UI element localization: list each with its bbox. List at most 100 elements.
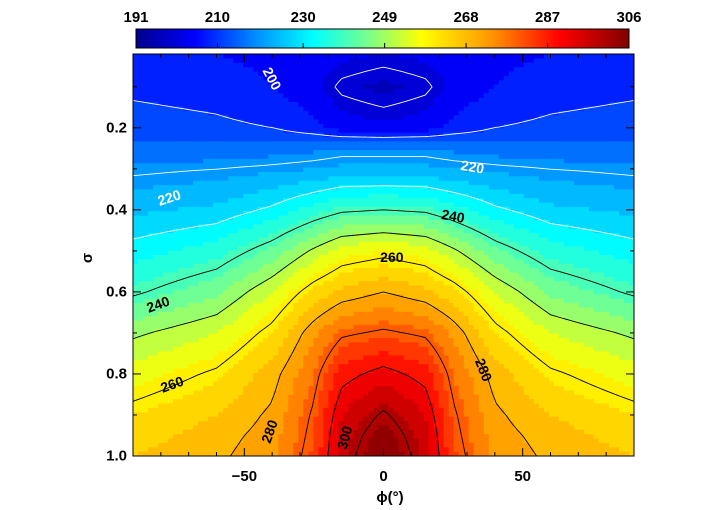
heatmap-cell <box>203 211 209 217</box>
heatmap-cell <box>573 255 580 260</box>
heatmap-cell <box>448 62 455 68</box>
heatmap-cell <box>288 246 294 252</box>
heatmap-cell <box>618 128 625 134</box>
heatmap-cell <box>593 132 600 138</box>
heatmap-cell <box>618 220 625 226</box>
heatmap-cell <box>328 71 334 77</box>
heatmap-cell <box>203 237 209 243</box>
heatmap-cell <box>448 141 455 147</box>
heatmap-cell <box>133 93 139 99</box>
heatmap-cell <box>228 67 234 73</box>
heatmap-cell <box>623 80 630 86</box>
heatmap-cell <box>323 263 329 269</box>
heatmap-cell <box>258 233 264 239</box>
heatmap-cell <box>533 110 540 116</box>
heatmap-cell <box>378 128 385 134</box>
heatmap-cell <box>493 268 500 274</box>
heatmap-cell <box>163 119 169 125</box>
heatmap-cell <box>573 233 580 239</box>
heatmap-cell <box>238 233 244 239</box>
heatmap-cell <box>368 202 375 208</box>
heatmap-cell <box>458 241 465 247</box>
heatmap-cell <box>538 106 545 112</box>
heatmap-cell <box>373 241 380 247</box>
heatmap-cell <box>438 189 445 195</box>
heatmap-cell <box>283 102 289 108</box>
heatmap-cell <box>233 123 239 129</box>
heatmap-cell <box>418 75 425 81</box>
heatmap-cell <box>283 241 289 247</box>
heatmap-cell <box>613 211 620 217</box>
heatmap-cell <box>428 220 435 226</box>
heatmap-cell <box>163 193 169 199</box>
heatmap-cell <box>458 233 465 239</box>
heatmap-cell <box>498 62 505 68</box>
heatmap-cell <box>488 263 495 269</box>
heatmap-cell <box>453 154 460 160</box>
heatmap-cell <box>328 102 334 108</box>
heatmap-cell <box>353 193 360 199</box>
heatmap-cell <box>313 215 319 221</box>
heatmap-cell <box>303 150 309 156</box>
heatmap-cell <box>383 137 390 142</box>
heatmap-cell <box>208 71 214 77</box>
heatmap-cell <box>513 206 520 212</box>
heatmap-cell <box>278 80 284 86</box>
heatmap-cell <box>393 54 400 59</box>
heatmap-cell <box>498 233 505 239</box>
heatmap-cell <box>628 106 634 112</box>
heatmap-cell <box>468 97 475 103</box>
heatmap-cell <box>458 193 465 199</box>
heatmap-cell <box>523 206 530 212</box>
heatmap-cell <box>443 176 450 182</box>
heatmap-cell <box>588 84 595 90</box>
heatmap-cell <box>498 80 505 86</box>
heatmap-cell <box>138 268 144 274</box>
heatmap-cell <box>503 228 510 234</box>
heatmap-cell <box>178 220 184 226</box>
heatmap-cell <box>518 189 525 195</box>
heatmap-cell <box>258 185 264 191</box>
heatmap-cell <box>463 137 470 142</box>
heatmap-cell <box>523 58 530 64</box>
heatmap-cell <box>233 128 239 134</box>
heatmap-cell <box>593 193 600 199</box>
heatmap-cell <box>238 154 244 160</box>
heatmap-cell <box>563 263 570 269</box>
heatmap-cell <box>493 163 500 169</box>
heatmap-cell <box>498 119 505 125</box>
heatmap-cell <box>458 211 465 217</box>
heatmap-cell <box>433 106 440 112</box>
heatmap-cell <box>593 71 600 77</box>
heatmap-cell <box>538 158 545 164</box>
heatmap-cell <box>268 185 274 191</box>
heatmap-cell <box>178 255 184 260</box>
heatmap-cell <box>328 224 334 230</box>
heatmap-cell <box>398 84 405 90</box>
heatmap-cell <box>448 150 455 156</box>
heatmap-cell <box>533 150 540 156</box>
heatmap-cell <box>528 102 535 108</box>
heatmap-cell <box>438 54 445 59</box>
heatmap-cell <box>453 93 460 99</box>
heatmap-cell <box>628 132 634 138</box>
heatmap-cell <box>493 233 500 239</box>
heatmap-cell <box>623 102 630 108</box>
heatmap-cell <box>423 211 430 217</box>
heatmap-cell <box>328 123 334 129</box>
heatmap-cell <box>293 224 299 230</box>
heatmap-cell <box>243 102 249 108</box>
heatmap-cell <box>353 263 360 269</box>
heatmap-cell <box>483 115 490 121</box>
heatmap-cell <box>333 84 340 90</box>
heatmap-cell <box>368 237 375 243</box>
heatmap-cell <box>303 185 309 191</box>
heatmap-cell <box>528 84 535 90</box>
heatmap-cell <box>493 158 500 164</box>
heatmap-cell <box>373 255 380 260</box>
heatmap-cell <box>608 119 615 125</box>
heatmap-cell <box>383 54 390 59</box>
heatmap-cell <box>623 233 630 239</box>
heatmap-cell <box>233 163 239 169</box>
heatmap-cell <box>283 150 289 156</box>
